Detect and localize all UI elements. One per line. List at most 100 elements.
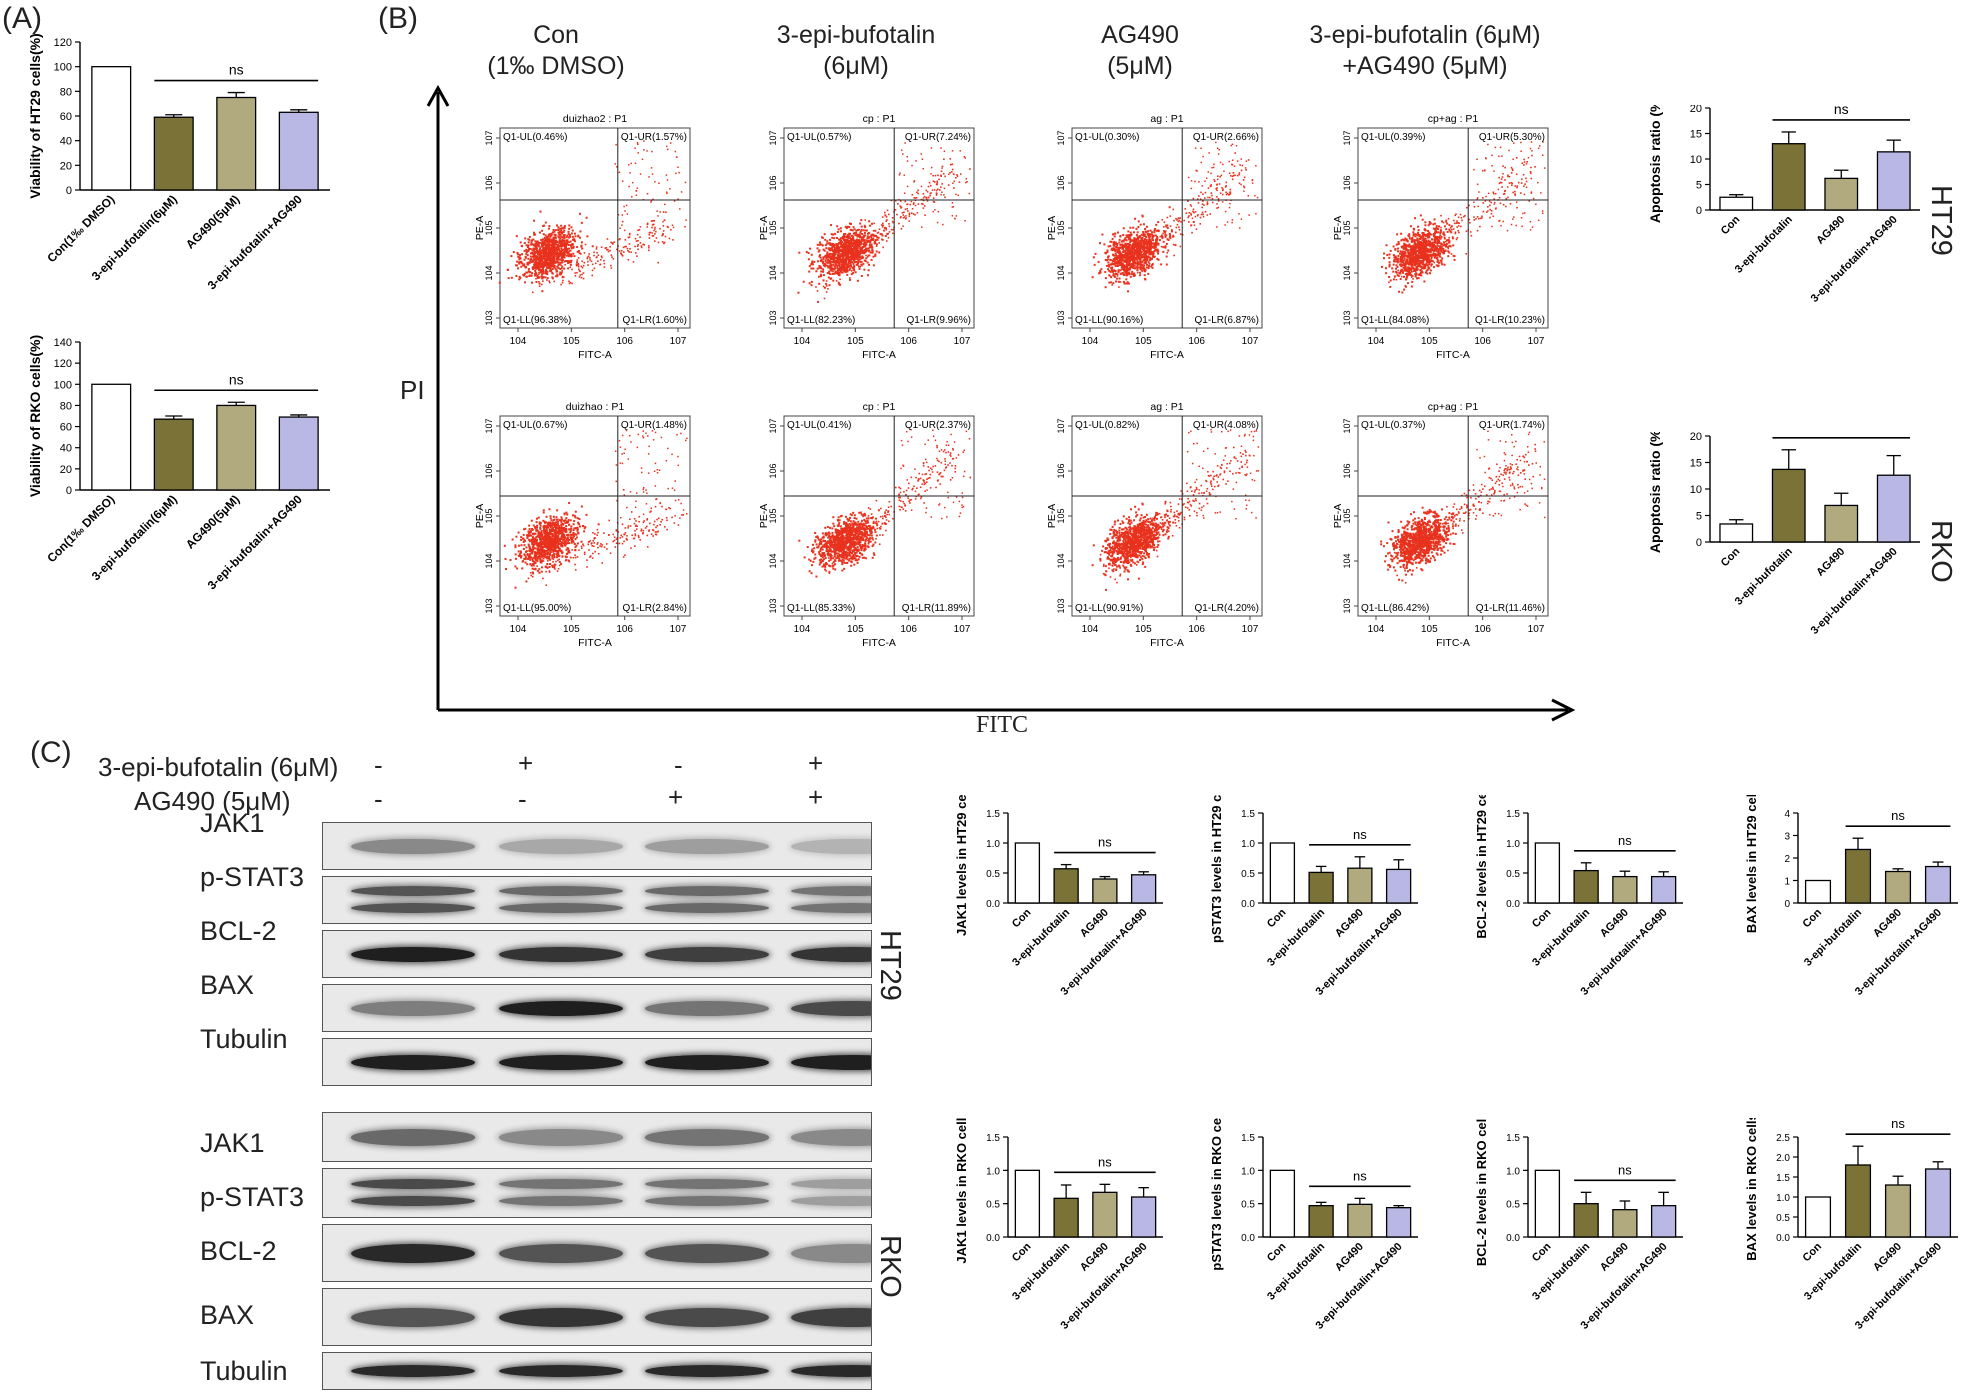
- quadrant-label-ll: Q1-LL(96.38%): [503, 315, 571, 326]
- flow-dot: [1189, 204, 1192, 206]
- flow-dot: [831, 267, 834, 270]
- flow-dot: [536, 266, 539, 269]
- flow-dot: [562, 254, 565, 257]
- flow-dot: [541, 283, 543, 286]
- flow-dot: [1172, 235, 1175, 238]
- flow-dot: [1128, 264, 1131, 267]
- flow-dot: [545, 258, 548, 261]
- flow-dot: [1165, 263, 1168, 266]
- flow-dot: [841, 243, 844, 246]
- flow-dot: [826, 272, 829, 275]
- flow-dot: [1240, 183, 1242, 186]
- flow-dot: [560, 283, 562, 286]
- flow-dot: [857, 256, 860, 259]
- flow-dot: [832, 263, 835, 266]
- flow-dot: [560, 264, 562, 266]
- flow-dot: [953, 180, 955, 183]
- flow-dot: [870, 245, 873, 248]
- flow-dot: [1136, 249, 1138, 252]
- flow-dot: [890, 228, 893, 231]
- flow-dot: [881, 233, 883, 235]
- flow-dot: [1424, 271, 1427, 274]
- flow-dot: [1157, 258, 1160, 261]
- flow-dot: [1164, 235, 1167, 238]
- flow-dot: [828, 248, 831, 251]
- flow-dot: [567, 230, 570, 233]
- flow-dot: [1164, 245, 1167, 248]
- y-tick-label: 0: [1784, 899, 1790, 910]
- flow-dot: [837, 257, 840, 259]
- flow-dot: [1429, 245, 1432, 248]
- flow-dot: [826, 258, 829, 261]
- flow-dot: [1136, 255, 1139, 258]
- bar-2: [216, 96, 257, 191]
- flow-dot: [1442, 252, 1445, 255]
- flow-dot: [1396, 233, 1399, 236]
- flow-dot: [1120, 259, 1123, 262]
- flow-dot: [818, 275, 820, 278]
- flow-dot: [836, 247, 839, 250]
- y-tick-label: 0.0: [986, 1233, 1000, 1244]
- flow-dot: [1397, 243, 1400, 246]
- flow-dot: [529, 247, 532, 250]
- flow-dot: [844, 268, 847, 271]
- flow-dot: [1218, 148, 1220, 151]
- flow-dot: [955, 176, 957, 179]
- flow-dot: [1420, 236, 1423, 239]
- x-tick-label: 104: [510, 336, 527, 347]
- flow-dot: [1151, 231, 1154, 234]
- flow-dot: [1221, 187, 1223, 189]
- flow-dot: [568, 253, 571, 256]
- flow-dot: [535, 249, 538, 252]
- flow-dot: [1201, 206, 1203, 209]
- flow-dot: [582, 277, 585, 280]
- flow-dot: [1150, 253, 1153, 256]
- flow-dot: [1404, 247, 1407, 250]
- flow-dot: [545, 235, 548, 238]
- flow-dot: [1452, 244, 1455, 247]
- flow-dot: [1116, 273, 1119, 276]
- flow-dot: [1134, 261, 1137, 264]
- flow-dot: [1139, 263, 1142, 266]
- flow-dot: [651, 173, 654, 175]
- flow-dot: [582, 272, 585, 274]
- flow-dot: [856, 240, 859, 243]
- flow-dot: [1207, 171, 1210, 173]
- flow-dot: [524, 237, 527, 240]
- flow-dot: [1121, 265, 1124, 268]
- flow-dot: [1428, 220, 1431, 223]
- flow-dot: [1150, 233, 1153, 236]
- flow-dot: [937, 174, 939, 177]
- flow-dot: [1238, 173, 1241, 176]
- flow-dot: [1400, 254, 1403, 257]
- flow-dot: [1429, 269, 1432, 272]
- flow-dot: [1411, 254, 1414, 257]
- flow-dot: [672, 239, 674, 241]
- flow-dot: [603, 259, 605, 262]
- flow-dot: [1217, 200, 1220, 202]
- flow-dot: [518, 258, 521, 261]
- flow-dot: [1397, 241, 1400, 244]
- flow-dot: [913, 180, 916, 182]
- flow-dot: [849, 256, 852, 258]
- y-tick-label: 20: [60, 160, 72, 172]
- flow-dot: [533, 219, 536, 222]
- flow-dot: [650, 201, 652, 203]
- flow-dot: [1114, 261, 1117, 264]
- flow-dot: [1155, 240, 1158, 243]
- x-tick-label: 105: [847, 336, 864, 347]
- flow-dot: [535, 273, 538, 276]
- flow-dot: [1414, 252, 1417, 255]
- flow-dot: [832, 279, 835, 282]
- flow-dot: [516, 264, 519, 267]
- flow-dot: [1150, 241, 1153, 244]
- flow-dot: [1392, 278, 1395, 281]
- flow-dot: [527, 270, 530, 273]
- flow-dot: [953, 173, 955, 176]
- flow-dot: [965, 181, 967, 184]
- flow-dot: [553, 230, 556, 233]
- flow-dot: [615, 143, 617, 146]
- flow-dot: [1403, 257, 1406, 260]
- flow-dot: [864, 242, 866, 245]
